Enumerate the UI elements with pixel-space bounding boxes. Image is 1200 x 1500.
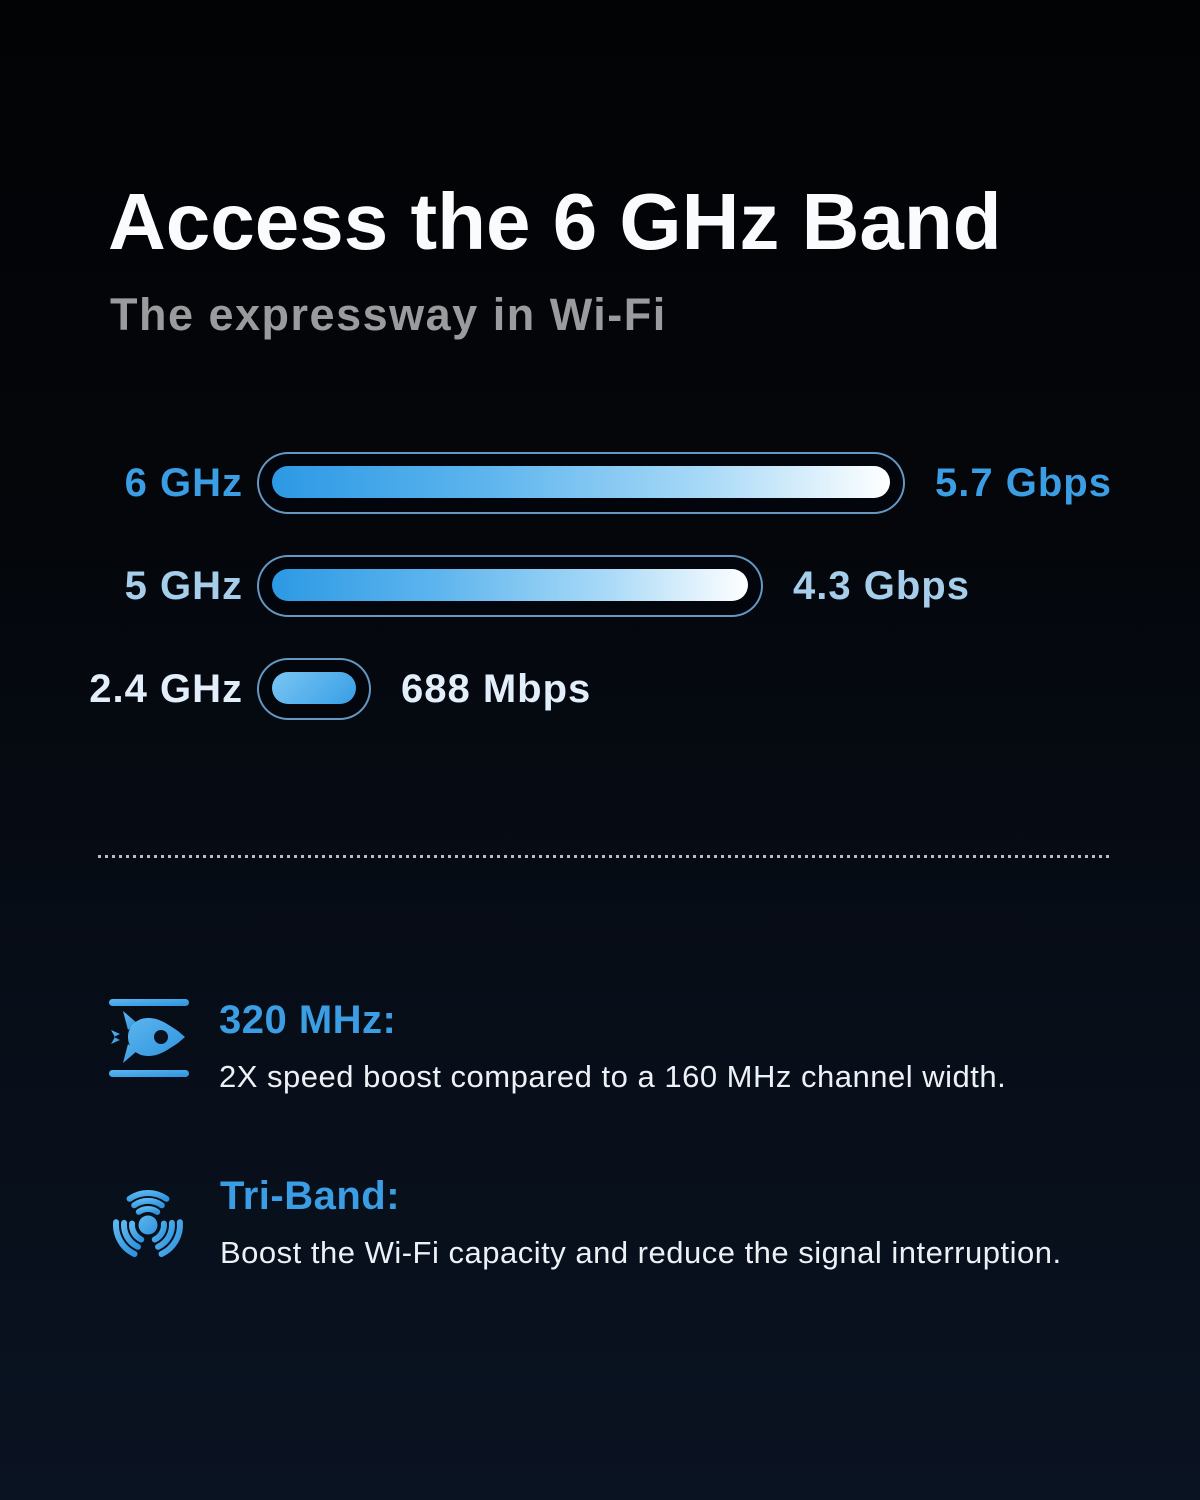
dotted-divider	[98, 855, 1112, 858]
bar-row-6ghz: 6 GHz 5.7 Gbps	[0, 452, 1200, 514]
feature-tri-band-body: Boost the Wi-Fi capacity and reduce the …	[220, 1235, 1062, 1270]
bar-label-24ghz: 2.4 GHz	[89, 666, 243, 711]
bar-value-24ghz: 688 Mbps	[401, 666, 592, 711]
feature-320mhz-heading: 320 MHz:	[219, 998, 397, 1042]
band-speed-bar-chart: 6 GHz 5.7 Gbps 5 GHz 4.3 Gbps 2.4 GHz 68…	[0, 452, 1200, 761]
bar-track-5ghz	[257, 555, 763, 617]
bar-track-6ghz	[257, 452, 905, 514]
feature-tri-band-text: Tri-Band: Boost the Wi-Fi capacity and r…	[220, 1172, 1062, 1272]
bar-value-5ghz: 4.3 Gbps	[793, 563, 970, 608]
bar-fill-5ghz	[272, 569, 748, 601]
bar-fill-6ghz	[272, 466, 890, 498]
bar-row-5ghz: 5 GHz 4.3 Gbps	[0, 555, 1200, 617]
page-subtitle: The expressway in Wi-Fi	[110, 289, 667, 341]
feature-tri-band-heading: Tri-Band:	[220, 1174, 401, 1218]
rocket-speed-lanes-icon	[103, 996, 195, 1085]
bar-label-5ghz: 5 GHz	[124, 563, 243, 608]
bar-track-24ghz	[257, 658, 371, 720]
bar-fill-24ghz	[272, 672, 356, 704]
feature-tri-band: Tri-Band: Boost the Wi-Fi capacity and r…	[98, 1170, 1062, 1281]
bar-row-24ghz: 2.4 GHz 688 Mbps	[0, 658, 1200, 720]
bar-value-6ghz: 5.7 Gbps	[935, 460, 1112, 505]
feature-320mhz-text: 320 MHz: 2X speed boost compared to a 16…	[219, 996, 1006, 1096]
bar-label-6ghz: 6 GHz	[124, 460, 243, 505]
feature-320mhz: 320 MHz: 2X speed boost compared to a 16…	[103, 996, 1006, 1096]
page-title: Access the 6 GHz Band	[108, 176, 1002, 266]
tri-band-signal-icon	[98, 1170, 198, 1281]
feature-320mhz-body: 2X speed boost compared to a 160 MHz cha…	[219, 1059, 1007, 1094]
